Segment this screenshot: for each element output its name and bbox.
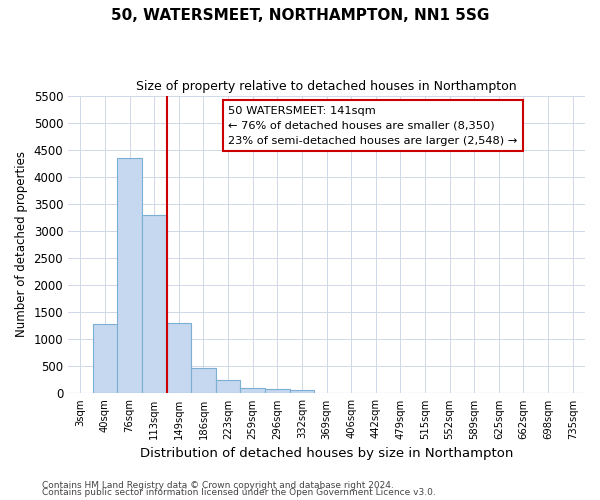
Bar bbox=[265, 390, 290, 394]
Bar bbox=[191, 368, 216, 394]
Bar bbox=[142, 214, 167, 394]
Text: Contains HM Land Registry data © Crown copyright and database right 2024.: Contains HM Land Registry data © Crown c… bbox=[42, 480, 394, 490]
X-axis label: Distribution of detached houses by size in Northampton: Distribution of detached houses by size … bbox=[140, 447, 513, 460]
Title: Size of property relative to detached houses in Northampton: Size of property relative to detached ho… bbox=[136, 80, 517, 93]
Bar bbox=[92, 324, 117, 394]
Text: 50 WATERSMEET: 141sqm
← 76% of detached houses are smaller (8,350)
23% of semi-d: 50 WATERSMEET: 141sqm ← 76% of detached … bbox=[228, 106, 518, 146]
Bar bbox=[290, 390, 314, 394]
Bar bbox=[167, 323, 191, 394]
Y-axis label: Number of detached properties: Number of detached properties bbox=[15, 152, 28, 338]
Bar bbox=[216, 380, 241, 394]
Bar bbox=[241, 388, 265, 394]
Text: 50, WATERSMEET, NORTHAMPTON, NN1 5SG: 50, WATERSMEET, NORTHAMPTON, NN1 5SG bbox=[111, 8, 489, 22]
Text: Contains public sector information licensed under the Open Government Licence v3: Contains public sector information licen… bbox=[42, 488, 436, 497]
Bar bbox=[117, 158, 142, 394]
